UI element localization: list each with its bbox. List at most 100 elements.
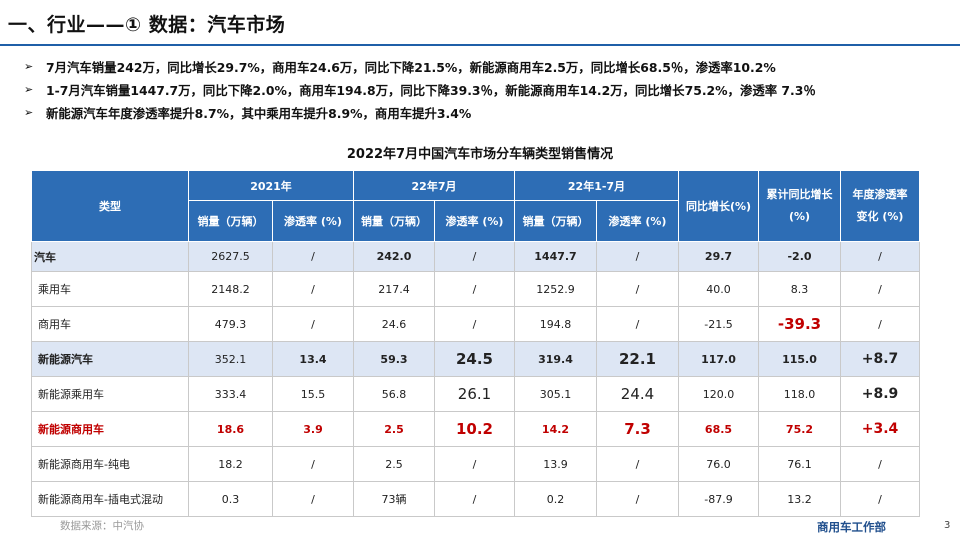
arrow-bullet-icon: ➢	[24, 83, 34, 96]
cell-jul-penetration: 24.5	[434, 341, 515, 377]
header-group-2021: 2021年	[188, 170, 354, 201]
cell-jul-penetration: /	[434, 306, 515, 342]
cell-cumulative-yoy: 13.2	[758, 481, 841, 517]
cell-jul-penetration: /	[434, 271, 515, 307]
cell-jul-sales: 217.4	[353, 271, 435, 307]
cell-cumulative-yoy: 115.0	[758, 341, 841, 377]
table-row: 乘用车 2148.2 / 217.4 / 1252.9 / 40.0 8.3 /	[31, 271, 920, 307]
cell-jul-sales: 73辆	[353, 481, 435, 517]
cell-annual-change: /	[840, 241, 920, 272]
cell-jul-penetration: /	[434, 481, 515, 517]
header-penetration-jul: 渗透率 (%)	[434, 200, 515, 242]
table-row: 新能源商用车 18.6 3.9 2.5 10.2 14.2 7.3 68.5 7…	[31, 411, 920, 447]
cell-ytd-sales: 319.4	[514, 341, 597, 377]
header-group-jan-jul: 22年1-7月	[514, 170, 679, 201]
cell-yoy: 76.0	[678, 446, 759, 482]
cell-2021-sales: 18.6	[188, 411, 273, 447]
cell-yoy: 40.0	[678, 271, 759, 307]
cell-2021-sales: 479.3	[188, 306, 273, 342]
cell-type: 新能源商用车	[31, 411, 189, 447]
header-penetration-2021: 渗透率 (%)	[272, 200, 354, 242]
cell-cumulative-yoy: -2.0	[758, 241, 841, 272]
header-annual-penetration: 年度渗透率 变化 (%)	[840, 170, 920, 242]
header-group-jul: 22年7月	[353, 170, 515, 201]
cell-type: 新能源乘用车	[31, 376, 189, 412]
title-divider	[0, 44, 960, 46]
bullet-item: ➢ 1-7月汽车销量1447.7万，同比下降2.0%，商用车194.8万，同比下…	[24, 78, 954, 101]
table-row: 新能源商用车-插电式混动 0.3 / 73辆 / 0.2 / -87.9 13.…	[31, 481, 920, 517]
header-penetration-jan-jul: 渗透率 (%)	[596, 200, 679, 242]
cell-ytd-penetration: 24.4	[596, 376, 679, 412]
arrow-bullet-icon: ➢	[24, 106, 34, 119]
header-annual-penetration-line2: 变化 (%)	[856, 210, 904, 223]
cell-2021-sales: 2627.5	[188, 241, 273, 272]
cell-annual-change: +8.7	[840, 341, 920, 377]
cell-ytd-sales: 14.2	[514, 411, 597, 447]
cell-ytd-penetration: /	[596, 446, 679, 482]
cell-yoy: 68.5	[678, 411, 759, 447]
department-label: 商用车工作部	[817, 520, 886, 534]
table-row: 新能源商用车-纯电 18.2 / 2.5 / 13.9 / 76.0 76.1 …	[31, 446, 920, 482]
cell-2021-sales: 333.4	[188, 376, 273, 412]
cell-jul-sales: 24.6	[353, 306, 435, 342]
cell-type: 新能源商用车-插电式混动	[31, 481, 189, 517]
cell-2021-penetration: /	[272, 446, 354, 482]
cell-2021-penetration: /	[272, 241, 354, 272]
cell-jul-penetration: /	[434, 241, 515, 272]
cell-type: 汽车	[31, 241, 189, 272]
cell-2021-penetration: /	[272, 306, 354, 342]
bullet-text: 1-7月汽车销量1447.7万，同比下降2.0%，商用车194.8万，同比下降3…	[46, 82, 816, 98]
header-annual-penetration-line1: 年度渗透率	[852, 188, 908, 201]
cell-cumulative-yoy: 76.1	[758, 446, 841, 482]
sales-table: 类型 2021年 22年7月 22年1-7月 同比增长(%) 累计同比增长 (%…	[31, 170, 920, 517]
cell-ytd-penetration: 7.3	[596, 411, 679, 447]
cell-yoy: 117.0	[678, 341, 759, 377]
cell-jul-sales: 2.5	[353, 411, 435, 447]
cell-jul-sales: 2.5	[353, 446, 435, 482]
cell-2021-penetration: /	[272, 271, 354, 307]
cell-annual-change: /	[840, 271, 920, 307]
cell-ytd-sales: 0.2	[514, 481, 597, 517]
cell-ytd-sales: 1252.9	[514, 271, 597, 307]
cell-ytd-sales: 194.8	[514, 306, 597, 342]
cell-annual-change: /	[840, 446, 920, 482]
cell-cumulative-yoy: 118.0	[758, 376, 841, 412]
summary-bullets: ➢ 7月汽车销量242万，同比增长29.7%，商用车24.6万，同比下降21.5…	[24, 55, 954, 124]
cell-cumulative-yoy: -39.3	[758, 306, 841, 342]
bullet-text: 7月汽车销量242万，同比增长29.7%，商用车24.6万，同比下降21.5%，…	[46, 59, 776, 75]
cell-ytd-sales: 305.1	[514, 376, 597, 412]
cell-2021-sales: 2148.2	[188, 271, 273, 307]
cell-ytd-penetration: /	[596, 241, 679, 272]
cell-type: 乘用车	[31, 271, 189, 307]
header-sales-2021: 销量（万辆）	[188, 200, 273, 242]
cell-ytd-penetration: /	[596, 271, 679, 307]
header-yoy: 同比增长(%)	[678, 170, 759, 242]
cell-cumulative-yoy: 8.3	[758, 271, 841, 307]
cell-type: 新能源商用车-纯电	[31, 446, 189, 482]
cell-2021-penetration: 13.4	[272, 341, 354, 377]
cell-jul-penetration: 10.2	[434, 411, 515, 447]
cell-yoy: -21.5	[678, 306, 759, 342]
cell-annual-change: +8.9	[840, 376, 920, 412]
cell-annual-change: /	[840, 306, 920, 342]
header-sales-jul: 销量（万辆）	[353, 200, 435, 242]
header-type: 类型	[31, 170, 189, 242]
cell-2021-penetration: 15.5	[272, 376, 354, 412]
bullet-text: 新能源汽车年度渗透率提升8.7%，其中乘用车提升8.9%，商用车提升3.4%	[46, 105, 472, 121]
arrow-bullet-icon: ➢	[24, 60, 34, 73]
cell-type: 新能源汽车	[31, 341, 189, 377]
cell-jul-sales: 59.3	[353, 341, 435, 377]
header-cumulative-yoy-line1: 累计同比增长	[766, 188, 833, 201]
cell-yoy: -87.9	[678, 481, 759, 517]
cell-ytd-sales: 1447.7	[514, 241, 597, 272]
cell-ytd-penetration: 22.1	[596, 341, 679, 377]
table-row: 商用车 479.3 / 24.6 / 194.8 / -21.5 -39.3 /	[31, 306, 920, 342]
table-row: 新能源汽车 352.1 13.4 59.3 24.5 319.4 22.1 11…	[31, 341, 920, 377]
cell-annual-change: /	[840, 481, 920, 517]
header-cumulative-yoy-line2: (%)	[788, 210, 811, 223]
cell-cumulative-yoy: 75.2	[758, 411, 841, 447]
cell-jul-sales: 56.8	[353, 376, 435, 412]
cell-2021-penetration: 3.9	[272, 411, 354, 447]
bullet-item: ➢ 7月汽车销量242万，同比增长29.7%，商用车24.6万，同比下降21.5…	[24, 55, 954, 78]
cell-annual-change: +3.4	[840, 411, 920, 447]
